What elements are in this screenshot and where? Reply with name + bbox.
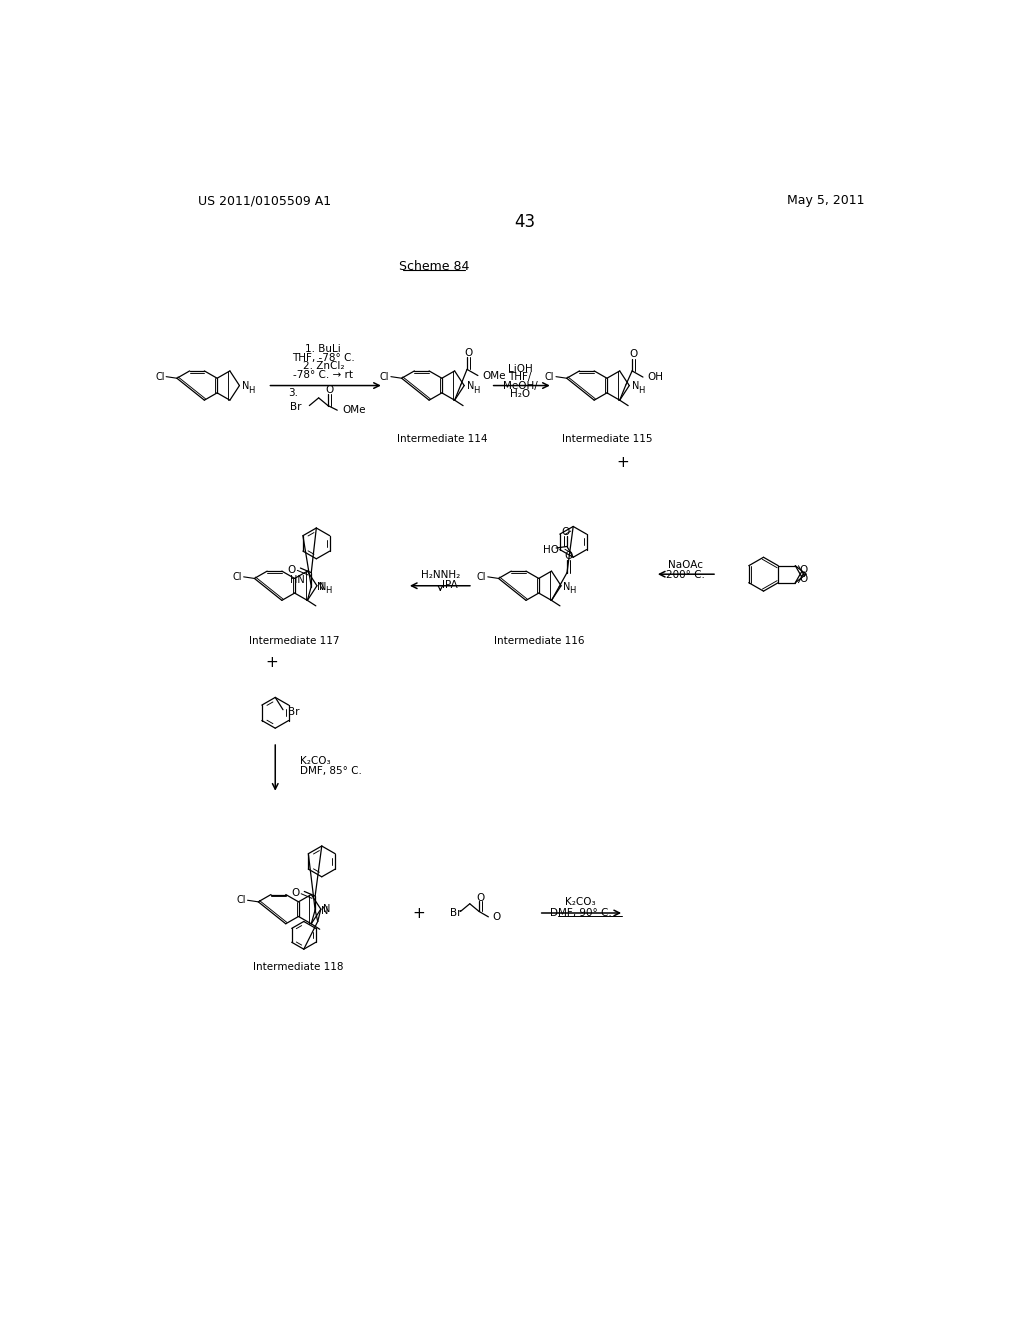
Text: N: N <box>632 381 639 391</box>
Text: OMe: OMe <box>342 405 366 416</box>
Text: N: N <box>317 582 325 591</box>
Text: THF/: THF/ <box>509 372 531 381</box>
Text: NaOAc: NaOAc <box>668 560 702 570</box>
Text: 2. ZnCl₂: 2. ZnCl₂ <box>302 362 344 371</box>
Text: May 5, 2011: May 5, 2011 <box>786 194 864 207</box>
Text: Cl: Cl <box>380 372 389 381</box>
Text: H: H <box>569 586 575 595</box>
Text: OH: OH <box>647 372 664 381</box>
Text: 1. BuLi: 1. BuLi <box>305 345 341 354</box>
Text: H: H <box>248 385 254 395</box>
Text: N: N <box>324 904 331 915</box>
Text: Cl: Cl <box>237 895 246 906</box>
Text: H: H <box>638 385 644 395</box>
Text: Intermediate 114: Intermediate 114 <box>396 434 487 445</box>
Text: 43: 43 <box>514 213 536 231</box>
Text: OMe: OMe <box>482 371 506 380</box>
Text: O: O <box>630 348 638 359</box>
Text: O: O <box>561 527 569 537</box>
Text: 3.: 3. <box>289 388 298 399</box>
Text: Scheme 84: Scheme 84 <box>399 260 469 273</box>
Text: MeOH/: MeOH/ <box>503 380 538 391</box>
Text: N: N <box>322 907 329 916</box>
Text: O: O <box>326 385 334 395</box>
Text: H: H <box>326 586 332 595</box>
Text: Br: Br <box>450 908 461 917</box>
Text: H₂NNH₂: H₂NNH₂ <box>421 570 460 579</box>
Text: Cl: Cl <box>155 372 165 381</box>
Text: Br: Br <box>288 708 299 717</box>
Text: IPA: IPA <box>442 579 458 590</box>
Text: N: N <box>467 381 474 391</box>
Text: 200° C.: 200° C. <box>666 570 705 579</box>
Text: H: H <box>473 385 479 395</box>
Text: Cl: Cl <box>545 372 554 381</box>
Text: K₂CO₃: K₂CO₃ <box>300 755 331 766</box>
Text: LiOH: LiOH <box>508 363 532 374</box>
Text: O: O <box>799 574 807 583</box>
Text: Cl: Cl <box>232 572 242 582</box>
Text: DMF, 90° C.: DMF, 90° C. <box>550 908 611 917</box>
Text: -78° C. → rt: -78° C. → rt <box>293 370 353 380</box>
Text: O: O <box>799 565 807 574</box>
Text: Cl: Cl <box>477 572 486 582</box>
Text: Intermediate 117: Intermediate 117 <box>250 636 340 647</box>
Text: +: + <box>616 455 629 470</box>
Text: DMF, 85° C.: DMF, 85° C. <box>300 767 361 776</box>
Text: O: O <box>564 552 572 561</box>
Text: Intermediate 116: Intermediate 116 <box>494 636 584 647</box>
Text: Intermediate 115: Intermediate 115 <box>562 434 652 445</box>
Text: N: N <box>242 381 249 391</box>
Text: O: O <box>288 565 296 574</box>
Text: N: N <box>563 582 570 591</box>
Text: Intermediate 118: Intermediate 118 <box>253 962 344 972</box>
Text: N: N <box>319 582 327 591</box>
Text: +: + <box>265 655 278 671</box>
Text: H₂O: H₂O <box>510 389 530 399</box>
Text: O: O <box>292 888 300 898</box>
Text: K₂CO₃: K₂CO₃ <box>565 898 596 907</box>
Text: O: O <box>493 912 501 921</box>
Text: US 2011/0105509 A1: US 2011/0105509 A1 <box>198 194 331 207</box>
Text: HO: HO <box>544 545 559 554</box>
Text: THF, -78° C.: THF, -78° C. <box>292 352 354 363</box>
Text: +: + <box>413 906 425 920</box>
Text: Br: Br <box>290 403 302 412</box>
Text: O: O <box>465 348 473 358</box>
Text: O: O <box>476 892 484 903</box>
Text: HN: HN <box>290 576 305 585</box>
